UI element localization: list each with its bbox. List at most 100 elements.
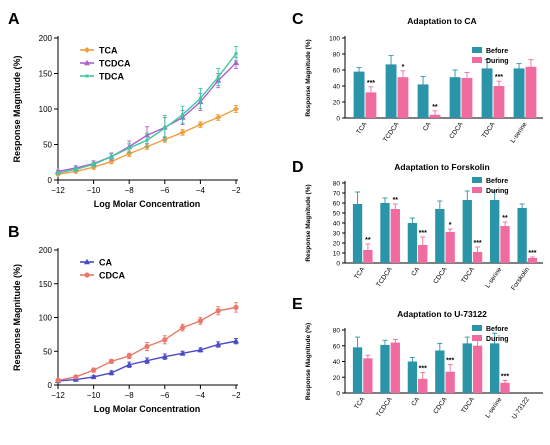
bar-during [397, 77, 409, 118]
legend-swatch [472, 177, 482, 183]
bar-before [481, 68, 493, 118]
data-point [197, 121, 204, 128]
panel-letter: B [8, 224, 20, 241]
category-label: TDCA [481, 121, 497, 140]
x-tick-label: −6 [160, 186, 170, 195]
bar-before [435, 209, 445, 263]
legend-label: TCA [99, 46, 118, 56]
significance-marker: *** [419, 230, 427, 237]
bar-panel-D: D Adaptation to Forskolin 0 10 20 30 40 50 60 70 8… [292, 159, 543, 292]
data-point [73, 374, 79, 380]
y-tick-label: 70 [333, 191, 341, 198]
y-tick-label: 0 [336, 391, 340, 398]
y-tick-label: 10 [333, 251, 341, 258]
y-tick-label: 60 [333, 68, 341, 75]
data-point [109, 155, 113, 159]
y-tick-label: 40 [333, 221, 341, 228]
y-tick-label: 0 [48, 176, 53, 185]
bar-during [500, 382, 510, 393]
y-tick-label: 40 [333, 359, 341, 366]
category-label: CA [410, 396, 421, 408]
bar-before [462, 200, 472, 263]
data-point [179, 350, 186, 356]
legend-label: Before [486, 178, 508, 185]
bar-before [380, 344, 390, 393]
line-panel-B: B 0 50 100 150 200 −12 −10 −8 −6 −4 −2 Response Magn… [8, 224, 241, 414]
legend-marker [85, 74, 89, 78]
y-tick-label: 0 [48, 381, 53, 390]
bar-before [407, 223, 418, 263]
data-point [215, 114, 222, 121]
panel-letter: A [8, 11, 20, 28]
bar-before [462, 343, 472, 393]
legend-marker [84, 258, 90, 265]
data-point [233, 106, 239, 112]
significance-marker: ** [393, 197, 399, 204]
series-tdca [56, 46, 238, 175]
y-tick-label: 100 [329, 36, 340, 43]
y-tick-label: 60 [333, 343, 341, 350]
category-label: Forskolin [510, 266, 531, 292]
series-ca [55, 337, 239, 384]
data-point [108, 358, 114, 364]
x-tick-label: −2 [231, 186, 241, 195]
bar-during [365, 92, 377, 118]
x-tick-label: −4 [196, 186, 206, 195]
category-label: L-serine [484, 396, 503, 420]
y-tick-label: 0 [336, 116, 340, 123]
legend-marker [84, 59, 90, 66]
bar-before [385, 64, 397, 118]
bar-during [472, 252, 483, 263]
y-tick-label: 100 [39, 314, 53, 323]
data-point [216, 75, 220, 79]
significance-marker: *** [419, 366, 427, 373]
data-point [197, 318, 203, 324]
legend-swatch [472, 47, 482, 53]
data-point [126, 361, 133, 367]
significance-marker: *** [446, 358, 454, 365]
bar-before [352, 204, 363, 263]
category-label: CDCA [448, 121, 465, 141]
y-tick-label: 50 [43, 141, 52, 150]
legend-marker [84, 272, 90, 278]
bar-before [449, 77, 461, 118]
bar-before [417, 84, 429, 118]
data-point [163, 126, 167, 130]
data-point [56, 171, 60, 175]
legend-label: Before [486, 326, 508, 333]
data-point [145, 138, 149, 142]
y-tick-label: 200 [39, 246, 53, 255]
data-point [197, 346, 204, 353]
category-label: TCDCA [375, 396, 394, 419]
bar-panel-C: C Adaptation to CA 0 20 40 60 80 100 Response Ma… [292, 11, 543, 144]
bar-during [472, 345, 483, 393]
data-point [91, 367, 97, 373]
legend-marker [84, 47, 90, 53]
y-tick-label: 150 [39, 70, 53, 79]
data-point [181, 113, 185, 117]
x-tick-label: −2 [231, 391, 241, 400]
bar-during [445, 371, 455, 393]
bar-during [363, 358, 373, 393]
data-point [92, 162, 96, 166]
category-label: CDCA [432, 396, 449, 416]
series-line [57, 62, 237, 173]
panel-letter: E [292, 296, 303, 313]
x-axis-label: Log Molar Concentration [94, 199, 201, 209]
data-point [161, 353, 168, 359]
data-point [198, 96, 202, 100]
legend-swatch [472, 335, 482, 341]
legend-label: During [486, 188, 509, 195]
data-point [90, 373, 97, 380]
legend-swatch [472, 187, 482, 193]
data-point [127, 146, 131, 150]
x-tick-label: −12 [51, 186, 65, 195]
data-point [162, 337, 168, 343]
significance-marker: *** [501, 373, 509, 380]
y-tick-label: 200 [39, 34, 53, 43]
category-label: TDCA [460, 396, 476, 415]
data-point [233, 59, 239, 66]
significance-marker: ** [365, 237, 371, 244]
y-tick-label: 40 [333, 84, 341, 91]
bar-during [390, 209, 400, 263]
